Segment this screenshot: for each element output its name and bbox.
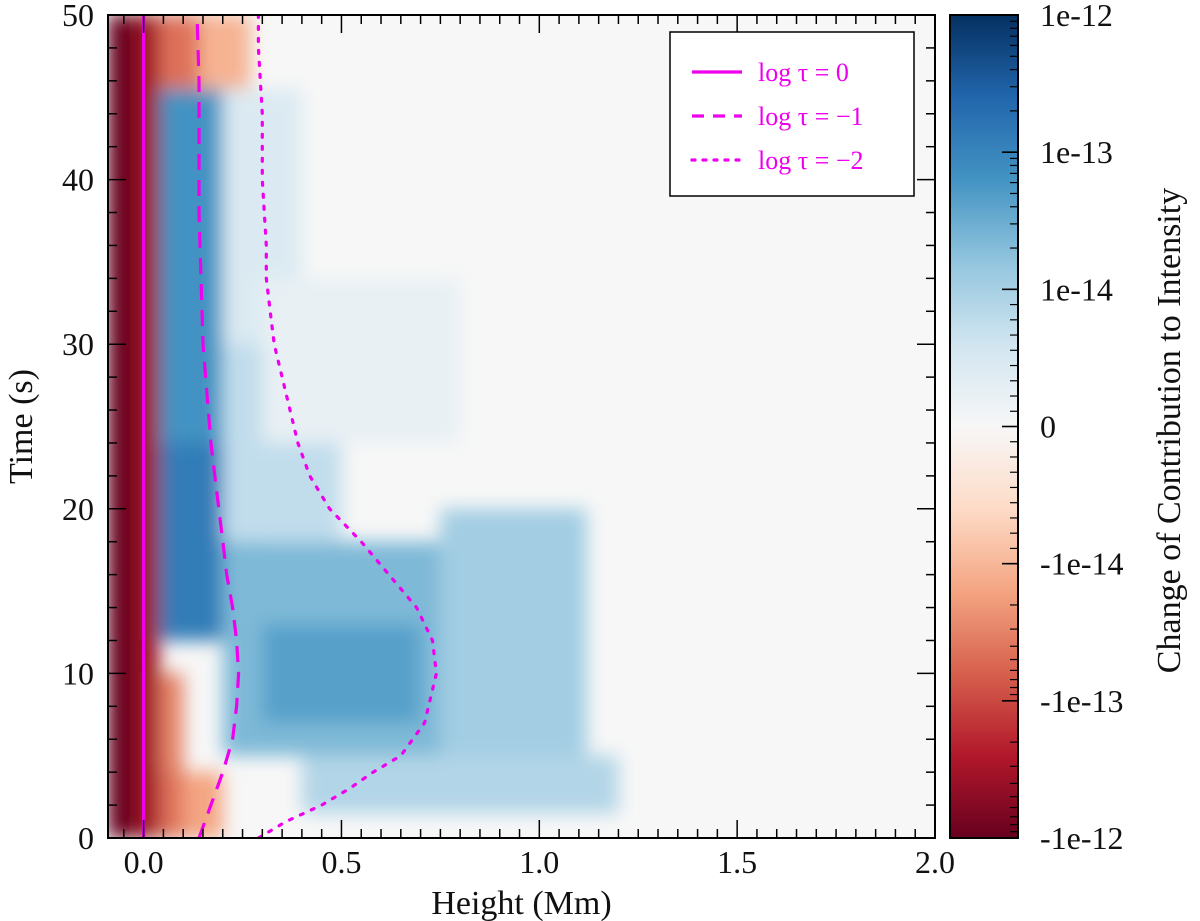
heatmap-region bbox=[108, 15, 136, 838]
y-tick-label: 10 bbox=[62, 655, 94, 691]
legend-label: log τ = 0 bbox=[758, 58, 849, 87]
colorbar-tick-label: -1e-12 bbox=[1040, 820, 1124, 856]
tau-line-dotted bbox=[256, 15, 439, 838]
y-tick-label: 20 bbox=[62, 491, 94, 527]
colorbar-tick-label: -1e-13 bbox=[1040, 683, 1124, 719]
colorbar-tick-label: 0 bbox=[1040, 409, 1056, 445]
x-axis-title: Height (Mm) bbox=[431, 885, 611, 921]
y-axis-title: Time (s) bbox=[3, 369, 40, 484]
y-tick-label: 40 bbox=[62, 162, 94, 198]
x-tick-label: 0.0 bbox=[124, 844, 164, 880]
y-tick-label: 50 bbox=[62, 0, 94, 33]
heatmap-region bbox=[199, 15, 251, 90]
colorbar-title: Change of Contribution to Intensity bbox=[1151, 188, 1188, 673]
legend-box bbox=[669, 31, 915, 197]
plot-frame bbox=[107, 14, 936, 839]
x-tick-label: 0.5 bbox=[321, 844, 361, 880]
heatmap-region bbox=[440, 508, 587, 789]
colorbar-ticks: 1e-12 1e-13 1e-14 0 -1e-14 -1e-13 -1e-12 bbox=[1002, 0, 1124, 856]
heatmap-field bbox=[108, 15, 619, 838]
x-tick-label: 1.5 bbox=[717, 844, 757, 880]
legend-label: log τ = −2 bbox=[758, 146, 864, 175]
heatmap-region bbox=[159, 15, 200, 90]
x-tick-label: 1.0 bbox=[519, 844, 559, 880]
colorbar-tick-label: -1e-14 bbox=[1040, 546, 1124, 582]
heatmap-region bbox=[159, 89, 223, 443]
heatmap-region bbox=[159, 673, 184, 773]
y-tick-label: 30 bbox=[62, 326, 94, 362]
colorbar-tick-label: 1e-14 bbox=[1040, 271, 1113, 307]
colorbar-tick-label: 1e-12 bbox=[1040, 0, 1113, 33]
legend: log τ = 0 log τ = −1 log τ = −2 bbox=[669, 31, 915, 197]
heatmap-region bbox=[135, 15, 160, 838]
y-axis-ticks: 0 10 20 30 40 50 bbox=[62, 0, 935, 856]
heatmap-region bbox=[262, 624, 421, 723]
x-axis-ticks: 0.0 0.5 1.0 1.5 2.0 bbox=[123, 15, 955, 880]
tau-line-dashed bbox=[195, 15, 241, 838]
colorbar-tick-label: 1e-13 bbox=[1040, 134, 1113, 170]
colorbar: 1e-12 1e-13 1e-14 0 -1e-14 -1e-13 -1e-12 Chang… bbox=[949, 0, 1188, 856]
y-tick-label: 0 bbox=[78, 820, 94, 856]
legend-label: log τ = −1 bbox=[758, 102, 864, 131]
heatmap-region bbox=[159, 772, 184, 838]
tau-lines bbox=[142, 15, 439, 838]
heatmap-region bbox=[301, 755, 619, 814]
heatmap-region bbox=[262, 278, 461, 443]
x-tick-label: 2.0 bbox=[915, 844, 955, 880]
